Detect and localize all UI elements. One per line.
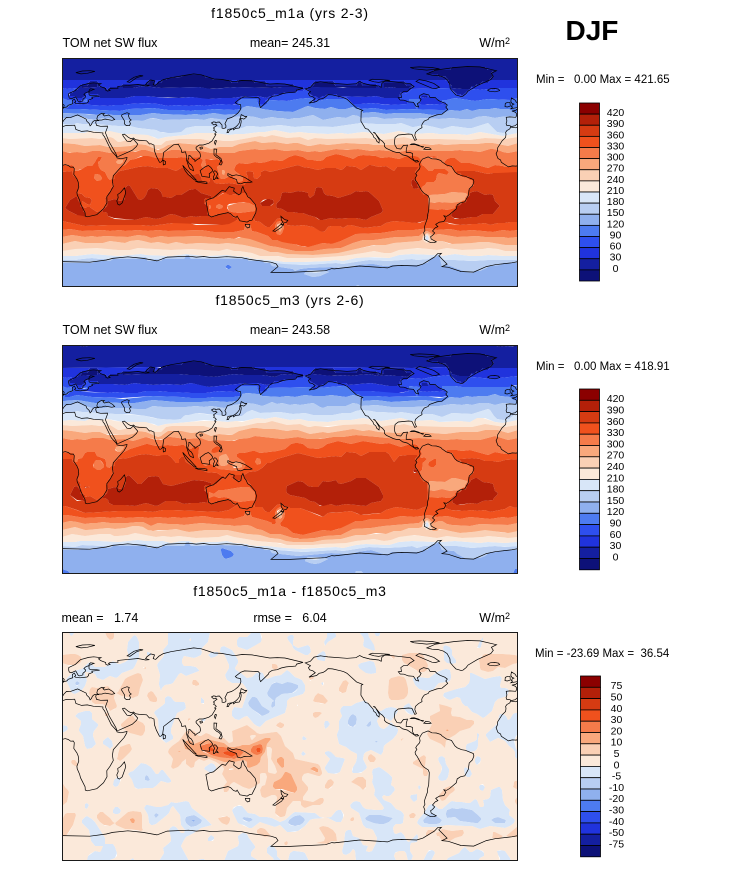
svg-text:-75: -75: [609, 838, 624, 850]
svg-text:240: 240: [607, 174, 625, 186]
svg-text:50: 50: [611, 692, 623, 704]
svg-text:420: 420: [607, 107, 625, 119]
svg-text:390: 390: [607, 405, 625, 417]
svg-text:270: 270: [607, 450, 625, 462]
svg-text:150: 150: [607, 495, 625, 507]
svg-text:0: 0: [613, 551, 619, 563]
svg-text:10: 10: [611, 737, 623, 749]
svg-text:210: 210: [607, 185, 625, 197]
svg-text:390: 390: [607, 118, 625, 130]
svg-text:180: 180: [607, 484, 625, 496]
svg-text:-50: -50: [609, 827, 624, 839]
svg-text:420: 420: [607, 393, 625, 405]
svg-text:90: 90: [610, 229, 622, 241]
svg-text:30: 30: [611, 714, 623, 726]
svg-text:60: 60: [610, 241, 622, 253]
svg-text:0: 0: [613, 263, 619, 275]
svg-text:300: 300: [607, 438, 625, 450]
svg-text:270: 270: [607, 163, 625, 175]
svg-text:30: 30: [610, 252, 622, 264]
svg-text:30: 30: [610, 540, 622, 552]
svg-text:210: 210: [607, 472, 625, 484]
svg-text:360: 360: [607, 416, 625, 428]
svg-text:75: 75: [611, 680, 623, 692]
svg-text:0: 0: [614, 759, 620, 771]
svg-text:120: 120: [607, 218, 625, 230]
svg-text:330: 330: [607, 140, 625, 152]
svg-text:180: 180: [607, 196, 625, 208]
svg-text:-10: -10: [609, 782, 624, 794]
svg-text:5: 5: [614, 748, 620, 760]
svg-text:-40: -40: [609, 816, 624, 828]
svg-text:-30: -30: [609, 805, 624, 817]
svg-text:60: 60: [610, 529, 622, 541]
svg-text:-20: -20: [609, 793, 624, 805]
svg-text:120: 120: [607, 506, 625, 518]
svg-text:20: 20: [611, 725, 623, 737]
svg-text:90: 90: [610, 518, 622, 530]
svg-text:300: 300: [607, 152, 625, 164]
svg-text:240: 240: [607, 461, 625, 473]
svg-text:150: 150: [607, 207, 625, 219]
svg-text:40: 40: [611, 703, 623, 715]
svg-text:330: 330: [607, 427, 625, 439]
svg-text:360: 360: [607, 129, 625, 141]
svg-text:-5: -5: [612, 771, 621, 783]
